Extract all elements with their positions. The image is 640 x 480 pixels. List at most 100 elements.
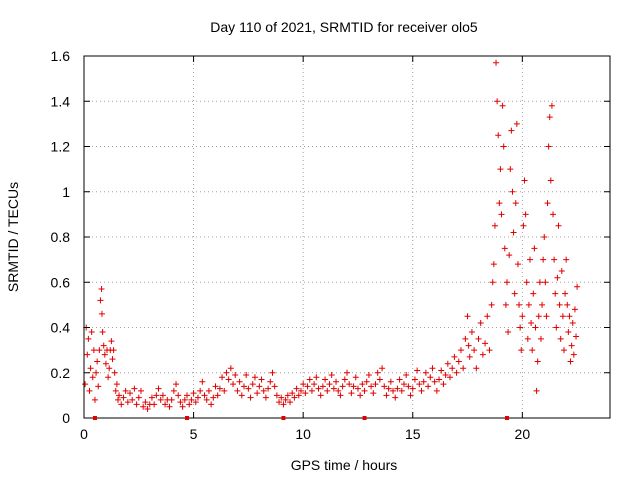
data-point — [208, 401, 215, 408]
data-point — [313, 374, 320, 381]
data-point — [465, 342, 472, 349]
data-point — [93, 369, 100, 376]
data-point — [533, 387, 540, 394]
data-point — [508, 127, 515, 134]
data-point — [390, 387, 397, 394]
data-point — [337, 392, 344, 399]
data-point — [372, 381, 379, 388]
data-point — [497, 166, 504, 173]
data-point — [484, 313, 491, 320]
data-point — [84, 351, 91, 358]
data-point — [102, 360, 109, 367]
data-point — [462, 335, 469, 342]
y-tick-label: 1.6 — [51, 48, 71, 64]
data-point — [124, 399, 131, 406]
data-point — [365, 372, 372, 379]
data-point — [335, 387, 342, 394]
data-point — [376, 376, 383, 383]
data-point — [249, 381, 256, 388]
data-point — [374, 369, 381, 376]
data-point — [302, 390, 309, 397]
x-tick-labels: 0 5 10 15 20 — [80, 426, 530, 442]
data-point — [162, 401, 169, 408]
plot-frame — [83, 55, 611, 419]
data-point — [534, 358, 541, 365]
data-point — [232, 372, 239, 379]
data-point — [91, 396, 98, 403]
y-tick-label: 0 — [62, 410, 70, 426]
data-point — [243, 372, 250, 379]
data-point — [545, 143, 552, 150]
data-point — [554, 274, 561, 281]
x-tick-label: 15 — [405, 426, 421, 442]
axis-ticks — [83, 55, 610, 419]
data-point — [184, 392, 191, 399]
data-point — [535, 313, 542, 320]
data-point — [287, 399, 294, 406]
data-point — [416, 381, 423, 388]
y-tick-labels: 0 0.2 0.4 0.6 0.8 1 1.2 1.4 1.6 — [51, 48, 71, 426]
data-point — [188, 396, 195, 403]
data-point — [278, 394, 285, 401]
data-point — [177, 399, 184, 406]
data-point — [499, 102, 506, 109]
data-point — [328, 372, 335, 379]
data-point — [486, 347, 493, 354]
data-point — [95, 383, 102, 390]
data-point — [219, 374, 226, 381]
data-point — [525, 301, 532, 308]
data-point — [494, 98, 501, 105]
data-point — [475, 335, 482, 342]
data-point — [90, 347, 97, 354]
data-point — [348, 390, 355, 397]
data-point — [127, 390, 134, 397]
data-point — [265, 385, 272, 392]
data-point — [105, 374, 112, 381]
data-point — [175, 392, 182, 399]
data-point — [352, 374, 359, 381]
data-point — [530, 290, 537, 297]
data-point — [488, 301, 495, 308]
x-tick-label: 10 — [295, 426, 311, 442]
data-point — [155, 385, 162, 392]
data-point — [333, 378, 340, 385]
data-point — [539, 301, 546, 308]
data-point — [311, 381, 318, 388]
data-point — [565, 329, 572, 336]
data-point — [192, 399, 199, 406]
data-point — [201, 392, 208, 399]
data-point — [111, 369, 118, 376]
data-point — [304, 383, 311, 390]
data-point — [98, 310, 105, 317]
data-point — [407, 392, 414, 399]
data-point — [96, 347, 103, 354]
data-point — [319, 383, 326, 390]
data-point — [444, 360, 451, 367]
data-point — [238, 392, 245, 399]
data-point — [544, 200, 551, 207]
data-point — [529, 347, 536, 354]
data-point — [230, 381, 237, 388]
data-point — [564, 301, 571, 308]
axis-markers — [92, 416, 509, 420]
data-point — [460, 365, 467, 372]
data-point — [532, 324, 539, 331]
data-point — [223, 369, 230, 376]
data-point — [491, 222, 498, 229]
data-point — [516, 301, 523, 308]
data-point — [260, 387, 267, 394]
data-point — [473, 365, 480, 372]
data-point — [493, 59, 500, 66]
data-point — [85, 335, 92, 342]
data-point — [543, 313, 550, 320]
data-point — [203, 396, 210, 403]
data-point — [236, 378, 243, 385]
data-point — [330, 385, 337, 392]
data-point — [433, 387, 440, 394]
data-point — [466, 353, 473, 360]
data-point — [455, 358, 462, 365]
data-point — [131, 385, 138, 392]
data-point — [557, 335, 564, 342]
data-point — [306, 376, 313, 383]
